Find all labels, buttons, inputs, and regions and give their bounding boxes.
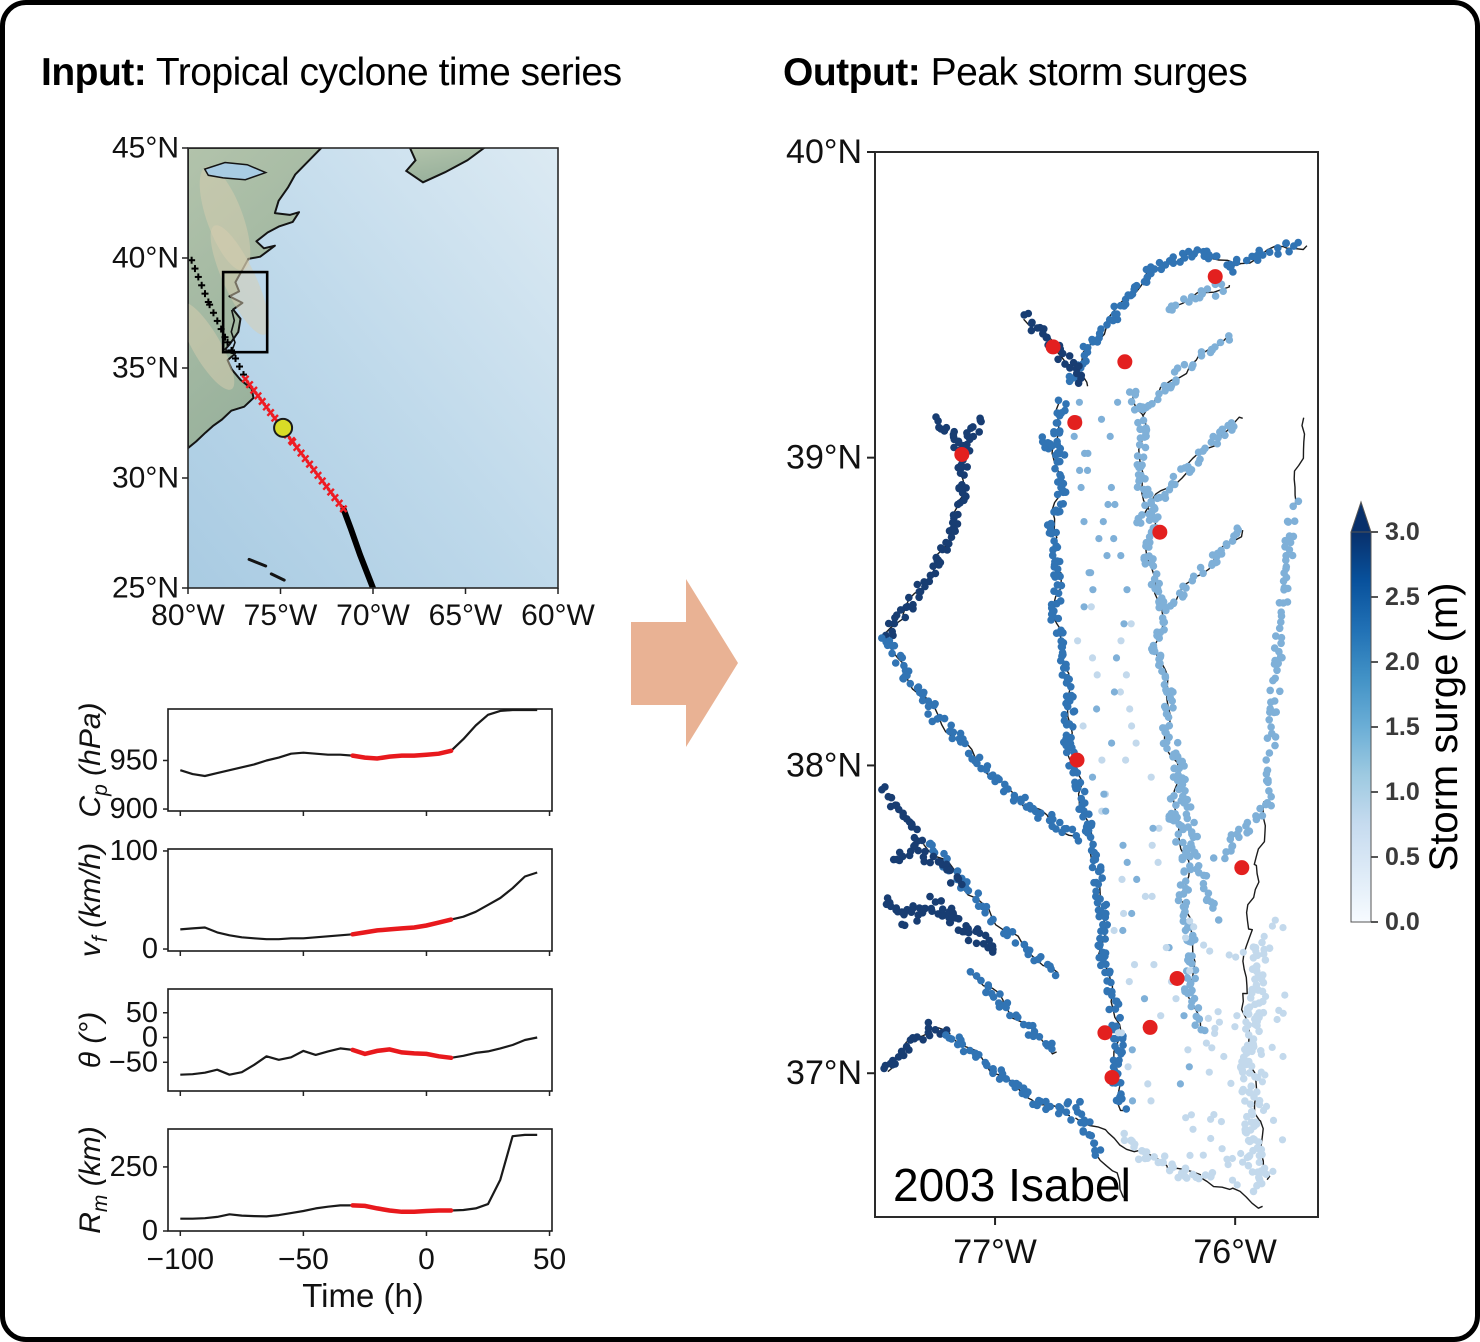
terrain-shading — [210, 225, 270, 335]
series-highlight-segment — [350, 1203, 454, 1215]
input-output-arrow — [631, 579, 738, 747]
storm-name-annotation: 2003 Isabel — [893, 1159, 1131, 1211]
reference-point-marker — [273, 417, 294, 438]
ts-panel-forward_speed: 100 0 vf (km/h) — [74, 835, 553, 965]
y-tick-label: 0 — [142, 933, 158, 965]
x-tick-label: 50 — [533, 1243, 566, 1276]
series-highlight-segment — [350, 748, 454, 761]
lake — [203, 161, 268, 181]
track-lat-tick-label: 25°N — [112, 572, 179, 605]
colorbar-tick-label: 2.0 — [1385, 648, 1420, 676]
surge-dots — [878, 238, 1303, 1196]
track-lat-tick-label: 45°N — [112, 132, 179, 165]
terrain-shading — [188, 302, 235, 390]
track-map-content: 45°N 40°N 35°N 30°N 25°N80°W 75°W 70°W 65°W 60°W — [112, 132, 596, 633]
surge-lat-tick-label: 39°N — [786, 439, 862, 477]
panel-frame — [167, 848, 553, 952]
surge-lat-tick-label: 37°N — [786, 1054, 862, 1092]
islands — [269, 572, 286, 582]
y-axis-label: θ (°) — [74, 1012, 107, 1069]
right-arrow-icon — [631, 579, 738, 747]
panel-frame — [167, 708, 553, 812]
track-map-clipped — [188, 148, 558, 588]
track-lon-tick-label: 70°W — [336, 599, 410, 632]
y-tick-label: 900 — [110, 793, 158, 825]
y-tick-label: 0 — [142, 1022, 158, 1054]
y-tick-label: 0 — [142, 1215, 158, 1247]
series-highlight-segment — [350, 1047, 454, 1061]
y-tick-label: −50 — [109, 1046, 158, 1078]
colorbar-tick-label: 3.0 — [1385, 518, 1420, 546]
colorbar: 3.0 2.5 2.0 1.5 1.0 0.5 0.0 — [1350, 500, 1420, 936]
x-tick-label: −50 — [278, 1243, 329, 1276]
surge-map: 40°N 39°N 38°N 37°N 77°W 76°W 2003 Isabel 3.0… — [786, 133, 1466, 1271]
surge-map-frame — [874, 151, 1319, 1218]
input-title-text: Tropical cyclone time series — [146, 51, 622, 94]
track-lat-tick-label: 40°N — [112, 242, 179, 275]
colorbar-tick-label: 0.0 — [1385, 908, 1420, 936]
y-tick-label: 950 — [110, 744, 158, 776]
chesapeake-bay-outline — [230, 309, 236, 350]
colorbar-tick-label: 2.5 — [1385, 583, 1420, 611]
track-lon-tick-label: 75°W — [244, 599, 318, 632]
y-axis-label: vf (km/h) — [74, 843, 112, 957]
colorbar-gradient — [1350, 531, 1372, 923]
colorbar-extend-arrow — [1350, 500, 1372, 533]
colorbar-tick-label: 0.5 — [1385, 843, 1420, 871]
y-axis-label: Cp (hPa) — [74, 702, 112, 817]
track-lon-tick-label: 60°W — [521, 599, 595, 632]
y-tick-label: 100 — [110, 835, 158, 867]
surge-map-background — [875, 152, 1318, 1217]
track-lat-tick-label: 30°N — [112, 462, 179, 495]
surge-map-clipped — [878, 238, 1308, 1209]
panel-frame — [167, 988, 553, 1092]
track-lon-tick-label: 80°W — [151, 599, 225, 632]
output-title: Output: Peak storm surges — [783, 51, 1248, 95]
track-lat-tick-label: 35°N — [112, 352, 179, 385]
islands — [247, 557, 268, 568]
colorbar-tick-label: 1.5 — [1385, 713, 1420, 741]
track-inland-markers — [188, 256, 247, 379]
colorbar-tick-label: 1.0 — [1385, 778, 1420, 806]
output-title-prefix: Output: — [783, 51, 921, 94]
surge-lon-tick-label: 77°W — [953, 1233, 1037, 1271]
surge-lat-tick-label: 40°N — [786, 133, 862, 171]
series-highlight-segment — [350, 917, 454, 937]
input-title: Input: Tropical cyclone time series — [41, 51, 622, 95]
colorbar-label: Storm surge (m) — [1422, 583, 1466, 872]
surge-lon-tick-label: 76°W — [1193, 1233, 1277, 1271]
ts-panel-heading_angle: 500−50θ (°) — [74, 988, 553, 1096]
land-nova-scotia — [404, 148, 486, 184]
track-map: 45°N 40°N 35°N 30°N 25°N80°W 75°W 70°W 65°W 60°W — [112, 132, 596, 633]
surge-map-content: 40°N 39°N 38°N 37°N 77°W 76°W — [786, 133, 1319, 1271]
y-axis-label: Rm (km) — [74, 1126, 112, 1233]
time-axis-label: Time (h) — [302, 1277, 424, 1314]
storm-track-past — [340, 505, 376, 588]
x-tick-label: −100 — [147, 1243, 215, 1276]
track-lon-tick-label: 65°W — [429, 599, 503, 632]
study-area-box — [221, 270, 269, 354]
input-title-prefix: Input: — [41, 51, 147, 94]
x-tick-label: 0 — [418, 1243, 435, 1276]
output-title-text: Peak storm surges — [920, 51, 1248, 94]
surge-lat-tick-label: 38°N — [786, 746, 862, 784]
y-tick-label: 50 — [126, 997, 158, 1029]
y-tick-label: 250 — [110, 1151, 158, 1183]
station-dots — [954, 269, 1250, 1085]
